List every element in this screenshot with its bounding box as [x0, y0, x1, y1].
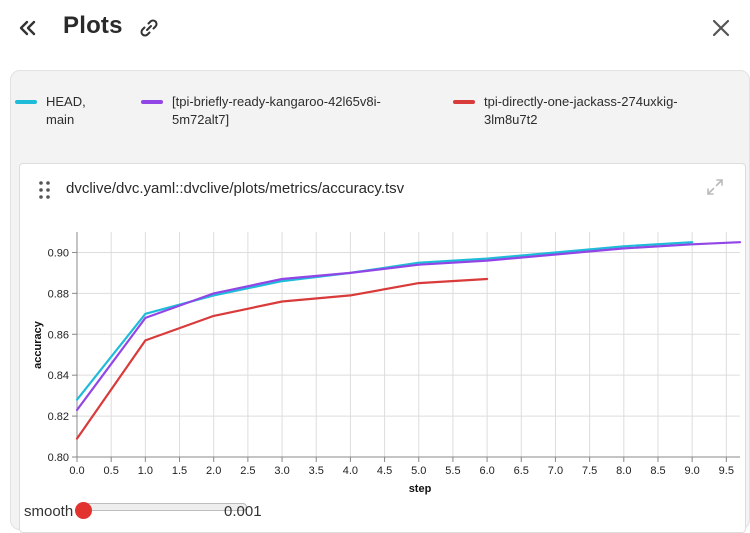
x-tick-label: 2.5 [240, 465, 255, 477]
x-tick-label: 5.5 [445, 465, 460, 477]
legend-item-kangaroo[interactable]: [tpi-briefly-ready-kangaroo-42l65v8i- 5m… [141, 93, 381, 129]
x-tick-label: 7.0 [548, 465, 563, 477]
header-bar: Plots [0, 0, 750, 60]
page-title: Plots [63, 12, 123, 39]
x-tick-label: 0.0 [69, 465, 84, 477]
x-tick-label: 9.0 [685, 465, 700, 477]
x-tick-label: 6.5 [514, 465, 529, 477]
plot-title: dvclive/dvc.yaml::dvclive/plots/metrics/… [66, 180, 405, 197]
smooth-value: 0.001 [224, 503, 262, 520]
legend: HEAD, main [tpi-briefly-ready-kangaroo-4… [11, 93, 750, 143]
axis-layer: 0.0 0.5 1.0 1.5 2.0 2.5 3.0 3.5 4.0 4.5 5.0 5.5 6.0 6… [48, 232, 740, 477]
x-tick-label: 5.0 [411, 465, 426, 477]
series-line-1[interactable] [75, 241, 742, 412]
accuracy-chart: 0.0 0.5 1.0 1.5 2.0 2.5 3.0 3.5 4.0 4.5 5.0 5.5 6.0 6… [32, 232, 742, 495]
y-tick-label: 0.86 [48, 329, 69, 341]
link-icon[interactable] [138, 17, 160, 39]
smooth-label: smooth [24, 503, 74, 520]
legend-label: tpi-directly-one-jackass-274uxkig- 3lm8u… [484, 94, 678, 127]
y-tick-label: 0.80 [48, 452, 69, 464]
x-axis-title: step [409, 483, 432, 495]
legend-label: [tpi-briefly-ready-kangaroo-42l65v8i- 5m… [172, 94, 381, 127]
legend-swatch [15, 100, 37, 104]
y-tick-label: 0.90 [48, 247, 69, 259]
x-tick-label: 3.5 [309, 465, 324, 477]
x-tick-label: 1.0 [138, 465, 153, 477]
drag-handle-icon[interactable] [38, 180, 52, 200]
legend-swatch [453, 100, 475, 104]
expand-icon[interactable] [706, 178, 724, 196]
x-tick-label: 7.5 [582, 465, 597, 477]
y-tick-label: 0.82 [48, 411, 69, 423]
x-tick-label: 6.0 [479, 465, 494, 477]
legend-label: HEAD, main [46, 94, 86, 127]
smooth-slider-thumb[interactable] [75, 502, 93, 519]
y-tick-label: 0.88 [48, 288, 69, 300]
x-tick-label: 2.0 [206, 465, 221, 477]
x-tick-label: 4.0 [343, 465, 358, 477]
legend-item-head[interactable]: HEAD, main [15, 93, 86, 129]
x-tick-label: 3.0 [274, 465, 289, 477]
x-tick-label: 8.5 [650, 465, 665, 477]
series-layer [75, 241, 742, 440]
grid-layer [76, 232, 740, 458]
x-tick-label: 8.0 [616, 465, 631, 477]
smooth-slider[interactable] [75, 502, 247, 519]
legend-swatch [141, 100, 163, 104]
legend-item-jackass[interactable]: tpi-directly-one-jackass-274uxkig- 3lm8u… [453, 93, 678, 129]
close-icon[interactable] [709, 16, 733, 40]
x-tick-label: 1.5 [172, 465, 187, 477]
x-tick-label: 9.5 [719, 465, 734, 477]
y-axis-title: accuracy [32, 320, 44, 369]
collapse-panel-button[interactable] [14, 14, 42, 42]
series-line-2[interactable] [75, 277, 489, 440]
y-tick-label: 0.84 [48, 370, 69, 382]
x-tick-label: 0.5 [104, 465, 119, 477]
double-chevron-left-icon [19, 20, 36, 36]
x-tick-label: 4.5 [377, 465, 392, 477]
